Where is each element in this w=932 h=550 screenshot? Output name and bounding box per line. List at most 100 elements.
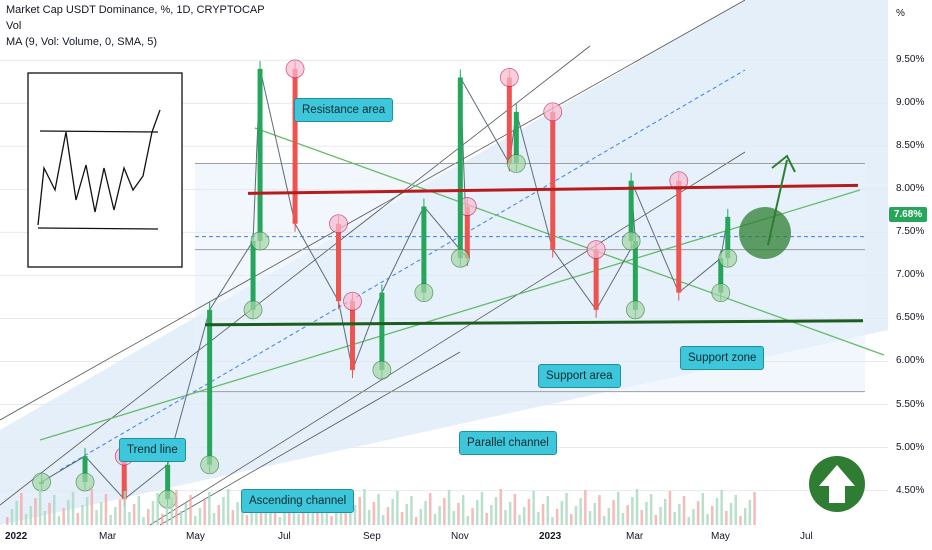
volume-bar-62: [297, 514, 300, 525]
volume-bar-97: [461, 495, 465, 525]
candle-12: [464, 206, 470, 259]
volume-bar-105: [499, 489, 502, 525]
callout-ascending-channel: Ascending channel: [241, 489, 355, 513]
pivot-marker-3: [158, 489, 178, 509]
support-line: [204, 319, 864, 327]
volume-bar-138: [654, 515, 658, 525]
candle-8: [335, 223, 341, 302]
volume-bar-143: [678, 504, 681, 525]
y-tick-6: 7.50%: [896, 226, 925, 238]
candle-13: [457, 77, 463, 259]
volume-bar-154: [729, 503, 733, 525]
volume-bar-34: [165, 506, 169, 525]
callout-support-area: Support area: [538, 364, 621, 388]
pivot-marker-13: [450, 248, 470, 268]
volume-label[interactable]: Vol: [6, 20, 22, 32]
volume-bar-15: [76, 513, 79, 525]
volume-bar-118: [560, 501, 564, 525]
x-tick-0: 2022: [5, 531, 28, 542]
y-tick-5: 7.00%: [896, 269, 925, 281]
chart-title: Market Cap USDT Dominance, %, 1D, CRYPTO…: [6, 4, 265, 16]
candle-18: [632, 240, 638, 310]
volume-bar-69: [330, 516, 333, 525]
volume-bar-87: [414, 517, 418, 525]
y-tick-2: 5.50%: [896, 398, 925, 410]
volume-bar-6: [34, 498, 37, 525]
volume-bar-99: [471, 508, 474, 525]
volume-bar-73: [349, 513, 352, 525]
volume-bar-9: [48, 503, 51, 525]
volume-bar-139: [659, 507, 662, 525]
volume-bar-7: [38, 490, 42, 525]
volume-bar-140: [664, 499, 667, 525]
volume-bar-32: [156, 493, 159, 525]
target-circle: [739, 207, 791, 259]
volume-bar-96: [457, 503, 460, 525]
volume-bar-123: [584, 490, 587, 525]
ma-label[interactable]: MA (9, Vol: Volume, 0, SMA, 5): [6, 36, 158, 48]
volume-bar-41: [198, 508, 202, 525]
volume-bar-116: [551, 517, 554, 525]
volume-bar-80: [382, 515, 385, 525]
volume-bar-11: [57, 516, 61, 525]
volume-bar-4: [24, 514, 28, 525]
callout-resistance-area: Resistance area: [294, 98, 394, 122]
y-tick-1: 5.00%: [896, 441, 925, 453]
candle-10: [379, 292, 385, 371]
y-tick-4: 6.50%: [896, 312, 925, 324]
volume-bar-29: [142, 517, 145, 525]
volume-bar-77: [367, 510, 371, 525]
volume-bar-27: [132, 504, 136, 525]
inset-support: [37, 227, 159, 230]
volume-bar-150: [711, 506, 714, 525]
channel-midline: [59, 69, 746, 471]
candle-7: [292, 68, 298, 224]
volume-bar-21: [104, 494, 108, 525]
volume-bar-86: [410, 496, 413, 525]
projection-arrow: [767, 159, 788, 246]
volume-bar-10: [53, 495, 56, 525]
current-price-tag: 7.68%: [889, 207, 927, 222]
candle-20: [676, 180, 682, 293]
volume-bar-122: [579, 498, 582, 525]
pivot-marker-15: [506, 154, 526, 173]
volume-bar-89: [424, 501, 427, 525]
candle-19: [628, 180, 634, 241]
pivot-marker-19: [621, 231, 641, 251]
volume-bar-59: [283, 509, 286, 525]
volume-bar-23: [114, 507, 117, 525]
volume-bar-14: [71, 492, 75, 525]
volume-bar-148: [701, 493, 705, 525]
volume-bar-98: [466, 516, 470, 525]
volume-bar-109: [518, 515, 521, 525]
candle-11: [421, 206, 427, 293]
volume-bar-111: [527, 499, 531, 525]
pivot-marker-18: [625, 300, 645, 320]
pivot-marker-21: [711, 283, 731, 303]
volume-bar-110: [523, 507, 526, 525]
volume-bar-92: [438, 506, 441, 525]
volume-bar-13: [67, 500, 70, 525]
volume-bar-66: [316, 511, 319, 525]
x-tick-1: Mar: [99, 531, 117, 542]
volume-bar-49: [236, 502, 239, 525]
volume-bar-124: [588, 511, 592, 525]
volume-bar-113: [537, 512, 540, 525]
candle-21: [718, 258, 724, 293]
volume-bar-78: [372, 502, 376, 525]
callout-parallel-channel: Parallel channel: [459, 431, 557, 455]
volume-bar-2: [15, 501, 18, 525]
volume-bar-115: [546, 496, 549, 525]
pivot-marker-22: [718, 248, 738, 268]
y-tick-7: 8.00%: [896, 183, 925, 195]
volume-bar-83: [396, 491, 399, 525]
volume-bar-5: [29, 506, 32, 525]
volume-bar-63: [302, 506, 305, 525]
pivot-marker-10: [372, 360, 392, 380]
inset-resistance: [39, 130, 159, 133]
callout-trend-line: Trend line: [119, 438, 186, 462]
volume-bar-159: [753, 492, 756, 525]
volume-bar-3: [20, 493, 23, 525]
volume-bar-104: [494, 497, 498, 525]
